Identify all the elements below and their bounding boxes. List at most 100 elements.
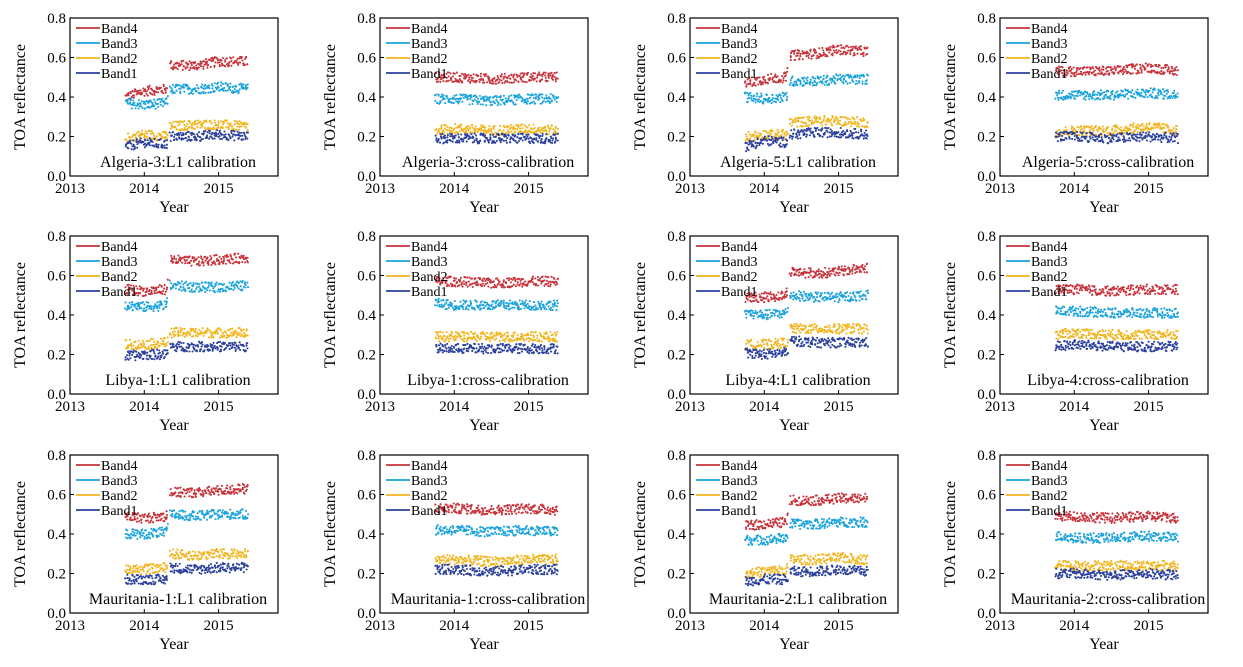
data-point xyxy=(161,145,164,148)
data-point xyxy=(769,77,772,80)
data-point xyxy=(833,80,836,83)
data-point xyxy=(1166,126,1169,129)
data-point xyxy=(861,82,864,85)
data-point xyxy=(216,332,219,335)
data-point xyxy=(201,83,204,86)
data-point xyxy=(804,125,807,128)
data-point xyxy=(544,140,547,143)
y-tick-label: 0.6 xyxy=(357,51,376,67)
data-point xyxy=(508,95,511,98)
data-point xyxy=(813,84,816,87)
data-point xyxy=(203,349,206,352)
data-point xyxy=(542,72,545,76)
data-point xyxy=(752,145,755,148)
data-point xyxy=(153,104,156,107)
data-point xyxy=(234,341,237,344)
data-point xyxy=(243,63,246,66)
data-point xyxy=(145,287,149,290)
data-point xyxy=(479,72,482,75)
data-point xyxy=(156,348,159,351)
data-point xyxy=(541,78,544,81)
data-point xyxy=(1056,140,1059,143)
data-point xyxy=(766,73,770,76)
data-point xyxy=(1151,65,1154,68)
data-point xyxy=(1139,66,1142,69)
data-point xyxy=(1058,89,1061,92)
data-point xyxy=(1142,131,1145,134)
data-point xyxy=(220,345,223,348)
data-point xyxy=(791,75,794,78)
data-point xyxy=(1077,136,1080,139)
data-point xyxy=(1132,125,1135,128)
data-point xyxy=(138,346,142,349)
data-point xyxy=(850,76,853,79)
data-point xyxy=(529,79,533,82)
data-point xyxy=(799,79,802,82)
data-point xyxy=(465,140,468,143)
series-band4 xyxy=(1054,62,1180,78)
y-tick-label: 0.4 xyxy=(357,90,376,106)
data-point xyxy=(1173,89,1176,92)
data-point xyxy=(835,48,838,52)
data-point xyxy=(1091,97,1094,100)
data-point xyxy=(815,82,818,85)
series-band1 xyxy=(434,132,560,145)
data-point xyxy=(437,94,440,97)
data-point xyxy=(133,101,136,104)
data-point xyxy=(759,99,762,103)
data-point xyxy=(1123,95,1126,98)
data-point xyxy=(1108,72,1111,75)
data-point xyxy=(865,82,868,85)
data-point xyxy=(1155,135,1158,138)
data-point xyxy=(495,139,498,143)
data-point xyxy=(447,75,450,78)
data-point xyxy=(507,97,510,100)
data-point xyxy=(856,116,859,119)
data-point xyxy=(1100,68,1103,71)
data-point xyxy=(241,138,245,141)
data-point xyxy=(243,125,246,128)
data-point xyxy=(808,119,811,122)
data-point xyxy=(192,343,195,346)
data-point xyxy=(184,133,187,136)
y-tick-label: 0.4 xyxy=(47,90,66,106)
data-point xyxy=(853,117,856,120)
data-point xyxy=(547,76,550,80)
data-point xyxy=(178,133,181,136)
data-point xyxy=(475,95,478,98)
data-point xyxy=(246,122,249,126)
data-point xyxy=(171,131,174,134)
data-point xyxy=(193,256,196,259)
data-point xyxy=(164,349,167,352)
data-point xyxy=(516,141,519,144)
data-point xyxy=(758,144,761,147)
data-point xyxy=(245,344,248,347)
data-point xyxy=(1084,137,1087,140)
data-point xyxy=(1162,136,1165,139)
data-point xyxy=(1055,135,1058,138)
data-point xyxy=(759,142,762,145)
data-point xyxy=(483,284,486,287)
data-point xyxy=(188,262,191,265)
data-point xyxy=(151,140,154,143)
data-point xyxy=(1062,98,1065,101)
data-point xyxy=(220,137,223,141)
data-point xyxy=(541,134,544,137)
data-point xyxy=(761,81,764,84)
data-point xyxy=(1143,128,1146,131)
data-point xyxy=(159,138,162,141)
data-point xyxy=(233,286,236,290)
series-band4 xyxy=(435,275,559,289)
legend-label: Band1 xyxy=(1031,67,1068,82)
data-point xyxy=(507,133,510,136)
data-point xyxy=(512,125,515,128)
data-point xyxy=(182,341,185,345)
data-point xyxy=(134,133,137,136)
data-point xyxy=(1073,138,1076,141)
data-point xyxy=(243,131,246,134)
data-point xyxy=(1088,93,1091,96)
data-point xyxy=(171,83,174,86)
data-point xyxy=(134,359,137,362)
data-point xyxy=(493,102,496,105)
